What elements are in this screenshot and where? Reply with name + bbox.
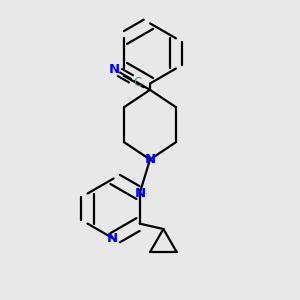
Text: N: N xyxy=(144,153,156,166)
Text: N: N xyxy=(109,63,120,76)
Text: C: C xyxy=(134,76,142,89)
Text: N: N xyxy=(106,232,118,245)
Text: N: N xyxy=(135,187,146,200)
